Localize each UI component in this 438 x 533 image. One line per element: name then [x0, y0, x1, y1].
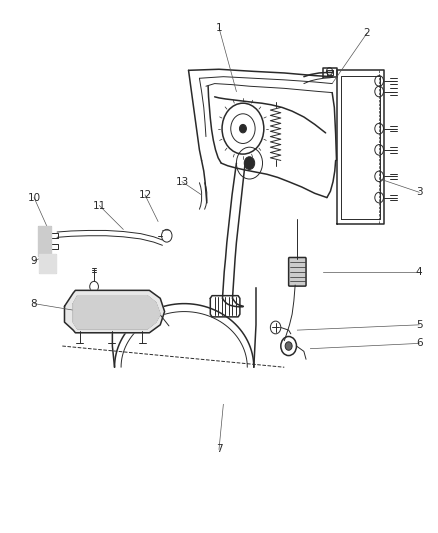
Text: 1: 1 [215, 23, 223, 33]
Polygon shape [73, 296, 160, 329]
Circle shape [244, 157, 254, 169]
Text: 12: 12 [138, 190, 152, 200]
Text: 6: 6 [416, 338, 423, 349]
Text: 9: 9 [31, 256, 37, 266]
Text: 3: 3 [416, 187, 423, 197]
Text: 2: 2 [364, 28, 370, 38]
Circle shape [285, 342, 292, 350]
Text: 8: 8 [31, 298, 37, 309]
Polygon shape [39, 226, 51, 256]
Text: 13: 13 [175, 176, 189, 187]
Text: 7: 7 [215, 445, 223, 455]
FancyBboxPatch shape [289, 257, 306, 286]
Polygon shape [64, 290, 165, 333]
Circle shape [240, 124, 247, 133]
Text: 5: 5 [416, 320, 423, 330]
Text: 10: 10 [28, 192, 41, 203]
Text: 11: 11 [93, 200, 106, 211]
Text: 4: 4 [416, 267, 423, 277]
Polygon shape [39, 254, 56, 273]
